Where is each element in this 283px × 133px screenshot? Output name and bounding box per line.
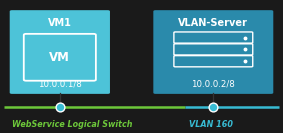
Text: VM: VM [50, 51, 70, 64]
Text: VLAN 160: VLAN 160 [189, 120, 233, 129]
FancyBboxPatch shape [153, 10, 273, 94]
Text: VLAN-Server: VLAN-Server [178, 18, 248, 28]
Text: WebService Logical Switch: WebService Logical Switch [12, 120, 132, 129]
FancyBboxPatch shape [10, 10, 110, 94]
Text: 10.0.0.2/8: 10.0.0.2/8 [191, 80, 235, 89]
Text: VM1: VM1 [48, 18, 72, 28]
Text: 10.0.0.1/8: 10.0.0.1/8 [38, 80, 82, 89]
Point [211, 106, 216, 108]
Point [57, 106, 62, 108]
